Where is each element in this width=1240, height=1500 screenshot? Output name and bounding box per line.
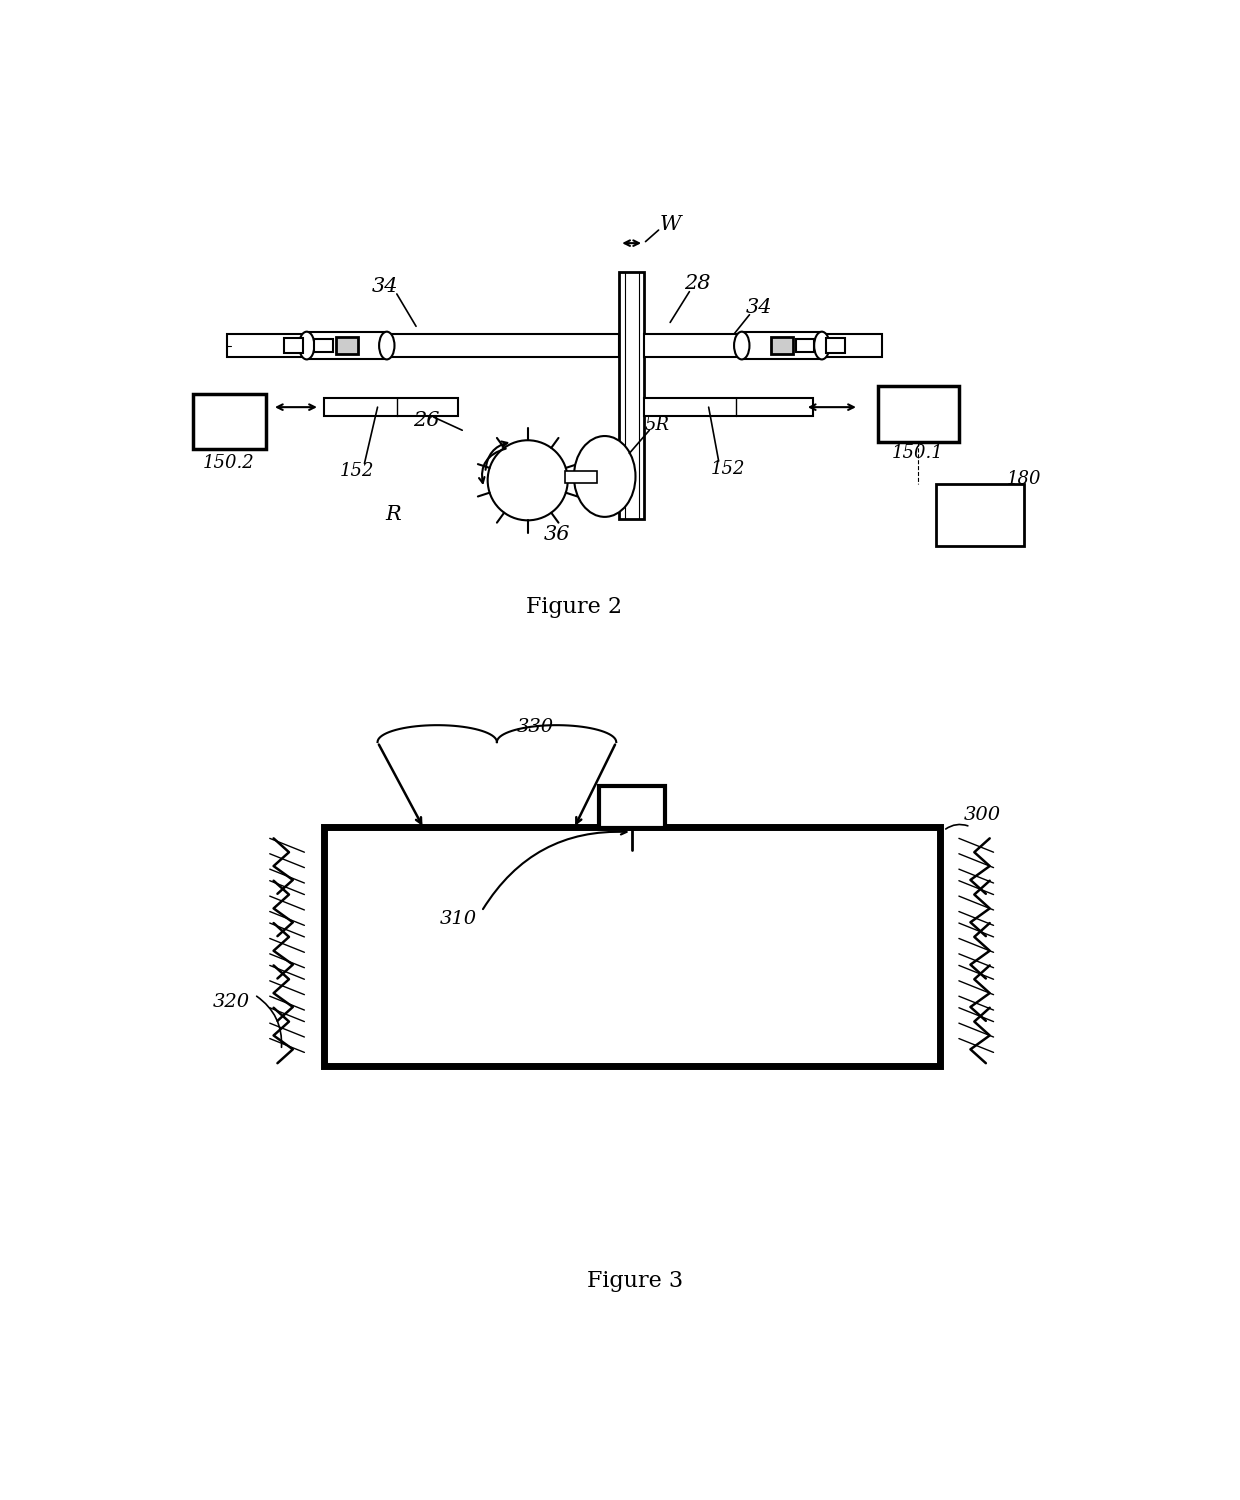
Text: 320: 320 [213, 993, 249, 1011]
Bar [284, 338, 303, 354]
Bar [315, 339, 332, 351]
Bar [192, 394, 265, 450]
Text: R: R [386, 506, 401, 525]
Text: 300: 300 [963, 807, 1001, 825]
Text: 150.2: 150.2 [203, 454, 254, 472]
Text: W: W [660, 214, 681, 234]
Bar [619, 273, 644, 519]
Text: Figure 3: Figure 3 [588, 1270, 683, 1292]
Bar [306, 332, 387, 360]
Text: Figure 2: Figure 2 [526, 597, 622, 618]
Bar [336, 338, 357, 354]
Text: 34: 34 [745, 297, 773, 316]
Text: 150.1: 150.1 [893, 444, 944, 462]
Text: 152: 152 [340, 462, 374, 480]
Bar [564, 471, 596, 483]
Bar [644, 334, 882, 357]
Text: 152: 152 [711, 459, 745, 477]
Bar [826, 338, 844, 354]
Ellipse shape [734, 332, 749, 360]
Bar [644, 398, 813, 417]
Bar [936, 484, 1024, 546]
Bar [324, 827, 940, 1065]
Text: 330: 330 [517, 717, 554, 735]
Ellipse shape [815, 332, 830, 360]
Text: 180: 180 [1007, 470, 1042, 488]
Ellipse shape [379, 332, 394, 360]
Bar [796, 339, 815, 351]
Text: 34: 34 [372, 278, 398, 296]
Bar [227, 334, 619, 357]
Bar [878, 387, 959, 442]
Bar [742, 332, 822, 360]
Text: 36: 36 [543, 525, 570, 543]
Text: 26: 26 [413, 411, 439, 429]
Text: 310: 310 [440, 910, 477, 928]
Ellipse shape [299, 332, 315, 360]
Text: 5R: 5R [645, 416, 670, 434]
Bar [599, 786, 665, 828]
Bar [324, 398, 459, 417]
Bar [771, 338, 792, 354]
Text: 28: 28 [683, 274, 711, 294]
Ellipse shape [574, 436, 635, 517]
